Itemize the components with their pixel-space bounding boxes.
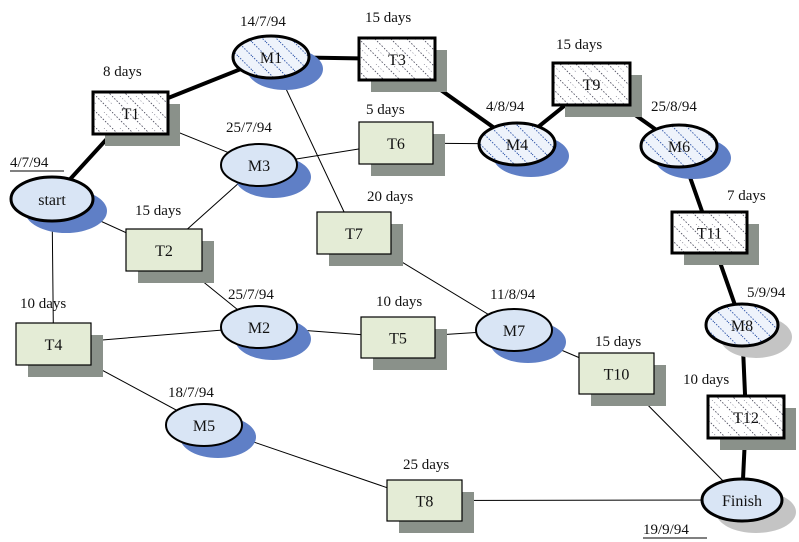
m3-date-label: 25/7/94 [226,120,272,136]
t7-duration-label: 20 days [367,189,413,205]
node-shape [15,322,92,366]
m1-date-label: 14/7/94 [240,14,286,30]
node-shape [386,479,463,522]
node-shape [475,308,553,352]
node-shape [670,210,749,255]
start-date-label: 4/7/94 [10,155,49,171]
node-label: M5 [193,418,215,435]
milestone-m2[interactable]: M2 [220,305,311,360]
task-t5[interactable]: T5 [360,316,447,370]
t8-duration-label: 25 days [403,457,449,473]
node-shape [9,175,95,223]
node-label: T5 [389,331,407,348]
t6-duration-label: 5 days [366,102,405,118]
node-label: M4 [506,137,528,154]
node-label: T8 [416,494,434,511]
node-shape [477,121,557,167]
node-label: T9 [583,77,601,94]
task-t8[interactable]: T8 [386,479,474,533]
node-label: T10 [604,367,630,384]
node-label: T11 [697,226,722,243]
node-shape [700,477,784,523]
task-t7[interactable]: T7 [316,211,403,266]
task-t3[interactable]: T3 [357,36,447,92]
t11-duration-label: 7 days [727,188,766,204]
node-label: Finish [722,493,762,510]
node-shape [704,302,780,348]
milestone-m7[interactable]: M7 [475,308,566,363]
node-shape [91,90,170,136]
node-label: M1 [260,50,282,67]
node-shape [639,123,719,169]
node-shape [220,305,298,349]
t4-duration-label: 10 days [20,296,66,312]
node-shape [357,36,437,82]
milestone-m5[interactable]: M5 [165,403,256,458]
node-label: T3 [388,52,406,69]
task-t6[interactable]: T6 [358,121,445,176]
finish-date-label: 19/9/94 [643,522,689,538]
node-shape [706,394,786,440]
node-shape [358,121,434,165]
milestone-m3[interactable]: M3 [220,143,311,198]
t1-duration-label: 8 days [103,64,142,80]
task-t9[interactable]: T9 [551,61,642,117]
m2-date-label: 25/7/94 [228,287,274,303]
task-t1[interactable]: T1 [91,90,180,146]
node-label: M7 [503,323,525,340]
node-shape [316,211,392,255]
milestone-finish[interactable]: Finish [700,477,796,533]
node-shape [578,352,655,395]
t9-duration-label: 15 days [556,37,602,53]
node-shape [360,316,436,359]
node-label: T12 [733,410,759,427]
task-t10[interactable]: T10 [578,352,666,406]
t10-duration-label: 15 days [595,334,641,350]
node-shape [125,228,203,272]
milestone-m8[interactable]: M8 [704,302,792,358]
task-t4[interactable]: T4 [15,322,103,377]
m8-date-label: 5/9/94 [747,285,786,301]
node-label: T6 [387,136,405,153]
node-shape [231,34,311,80]
nodes-layer: start M1 M3 M4 M6 M2 M7 M8 M5 Finish T1 T3 T9 T11 T12 T… [9,34,796,533]
m5-date-label: 18/7/94 [168,385,214,401]
node-label: T4 [45,337,63,354]
node-shape [551,61,632,107]
t5-duration-label: 10 days [376,294,422,310]
t2-duration-label: 15 days [135,203,181,219]
node-label: M2 [248,320,270,337]
t3-duration-label: 15 days [365,10,411,26]
t12-duration-label: 10 days [683,372,729,388]
node-label: T2 [155,243,173,260]
node-shape [220,143,298,187]
node-label: start [38,192,66,209]
node-label: T7 [345,226,363,243]
node-label: M8 [731,318,753,335]
annotations-layer: 4/7/94 14/7/94 25/7/94 4/8/94 25/8/94 25… [10,10,786,539]
task-t12[interactable]: T12 [706,394,796,450]
task-t11[interactable]: T11 [670,210,759,265]
node-shape [165,403,243,447]
node-label: M3 [248,158,270,175]
milestone-m1[interactable]: M1 [231,34,323,90]
edge-t8-finish [424,499,743,501]
milestone-m6[interactable]: M6 [639,123,731,179]
task-t2[interactable]: T2 [125,228,214,283]
m6-date-label: 25/8/94 [651,99,697,115]
m4-date-label: 4/8/94 [486,99,525,115]
milestone-start[interactable]: start [9,175,107,233]
milestone-m4[interactable]: M4 [477,121,569,177]
node-label: T1 [122,106,140,123]
node-label: M6 [668,139,690,156]
m7-date-label: 11/8/94 [490,287,536,303]
